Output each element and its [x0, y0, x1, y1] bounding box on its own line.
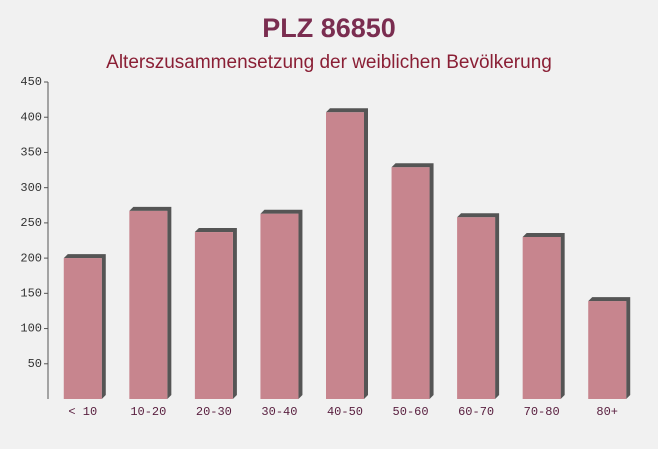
x-tick-label: 70-80 [524, 405, 560, 419]
bar [457, 217, 496, 399]
y-tick-label: 400 [20, 110, 42, 124]
y-tick-label: 250 [20, 216, 42, 230]
x-tick-label: 80+ [596, 405, 618, 419]
x-tick-label: 20-30 [196, 405, 232, 419]
y-tick-label: 150 [20, 287, 42, 301]
x-tick-label: 60-70 [458, 405, 494, 419]
bar [260, 213, 299, 399]
y-tick-label: 100 [20, 322, 42, 336]
bar [326, 112, 364, 400]
y-tick-label: 450 [20, 75, 42, 89]
x-tick-label: 10-20 [130, 405, 166, 419]
bar [194, 232, 233, 399]
x-tick-label: < 10 [68, 405, 97, 419]
x-tick-label: 40-50 [327, 405, 363, 419]
y-tick-label: 200 [20, 251, 42, 265]
chart-subtitle: Alterszusammensetzung der weiblichen Bev… [106, 52, 552, 73]
x-tick-label: 50-60 [393, 405, 429, 419]
bar [391, 167, 430, 399]
x-tick-label: 30-40 [261, 405, 297, 419]
y-tick-label: 50 [28, 357, 42, 371]
bar [63, 258, 102, 399]
chart-title: PLZ 86850 [262, 13, 396, 43]
y-tick-label: 300 [20, 181, 42, 195]
bar [588, 301, 627, 399]
y-tick-label: 350 [20, 146, 42, 160]
bar [129, 210, 168, 399]
bar [522, 236, 561, 399]
